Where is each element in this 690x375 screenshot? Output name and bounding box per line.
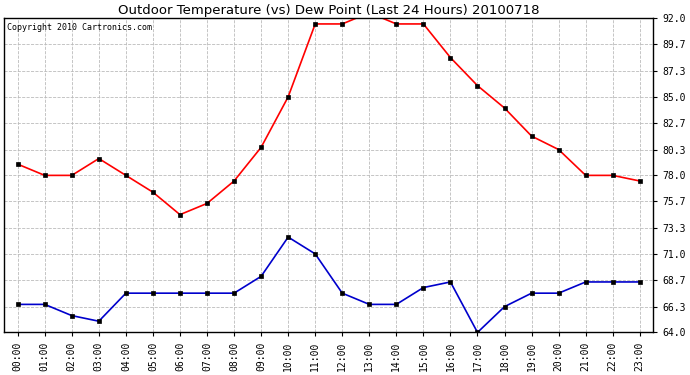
Text: Copyright 2010 Cartronics.com: Copyright 2010 Cartronics.com: [8, 23, 152, 32]
Title: Outdoor Temperature (vs) Dew Point (Last 24 Hours) 20100718: Outdoor Temperature (vs) Dew Point (Last…: [118, 4, 540, 17]
